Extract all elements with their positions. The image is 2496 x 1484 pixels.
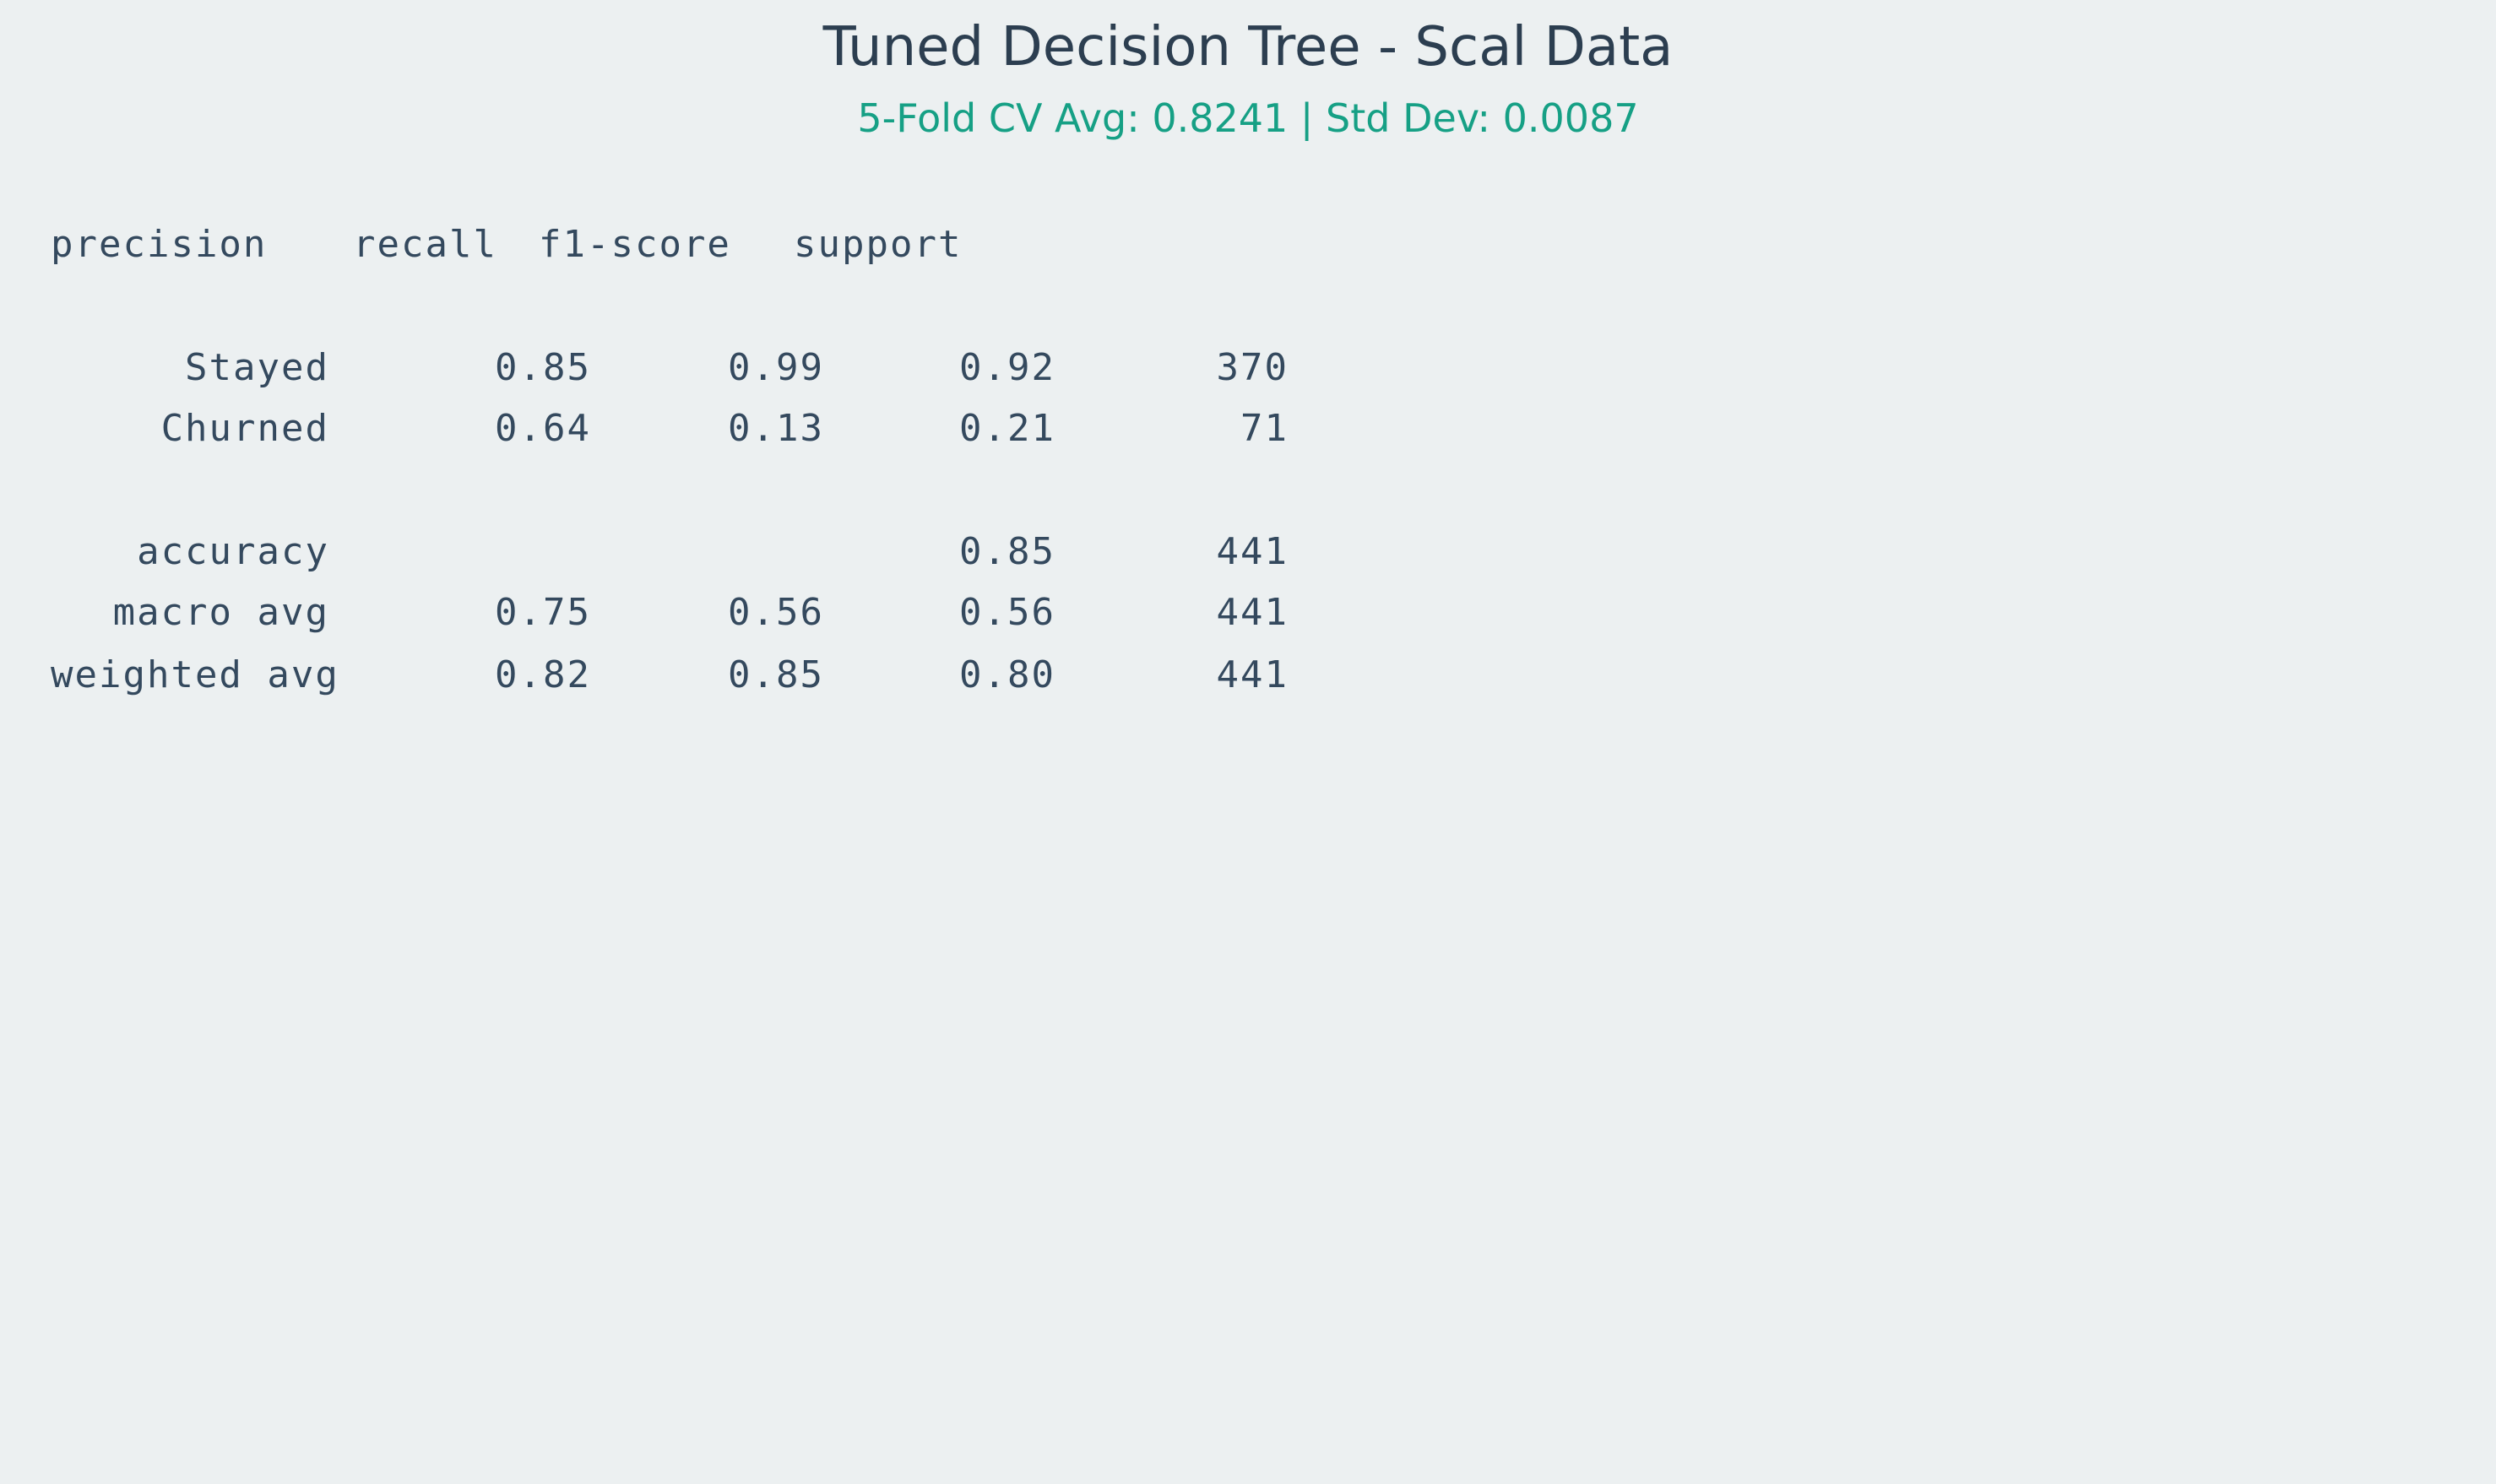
row-f1: 0.92 [959,346,1055,389]
row-support: 441 [1216,530,1289,573]
header-f1-score: f1-score [539,223,731,266]
row-label: macro avg [112,591,329,634]
table-row: Churned 0.64 0.13 0.21 71 [51,403,1287,454]
row-label: Stayed [185,346,329,389]
summary-row: macro avg 0.75 0.56 0.56 441 [51,588,1287,638]
row-recall: 0.13 [728,407,824,450]
summary-row: accuracy 0.85 441 [51,527,1287,577]
row-precision: 0.85 [495,346,591,389]
row-recall: 0.56 [728,591,824,634]
row-f1: 0.85 [959,530,1055,573]
row-f1: 0.56 [959,591,1055,634]
row-precision: 0.75 [495,591,591,634]
row-support: 71 [1240,407,1289,450]
cv-summary: 5-Fold CV Avg: 0.8241 | Std Dev: 0.0087 [857,95,1639,141]
row-f1: 0.21 [959,407,1055,450]
row-support: 370 [1216,346,1289,389]
row-support: 441 [1216,591,1289,634]
summary-row: weighted avg 0.82 0.85 0.80 441 [51,650,1287,701]
header-recall: recall [353,223,497,266]
header-precision: precision [51,223,268,266]
row-f1: 0.80 [959,653,1055,696]
row-precision: 0.64 [495,407,591,450]
header-support: support [794,223,963,266]
row-label: accuracy [137,530,329,573]
report-header-row: precision recall f1-score support [51,219,1064,270]
row-label: weighted avg [51,653,339,696]
row-recall: 0.99 [728,346,824,389]
table-row: Stayed 0.85 0.99 0.92 370 [51,343,1287,393]
row-support: 441 [1216,653,1289,696]
row-label: Churned [160,407,329,450]
row-recall: 0.85 [728,653,824,696]
row-precision: 0.82 [495,653,591,696]
page-title: Tuned Decision Tree - Scal Data [822,16,1674,79]
